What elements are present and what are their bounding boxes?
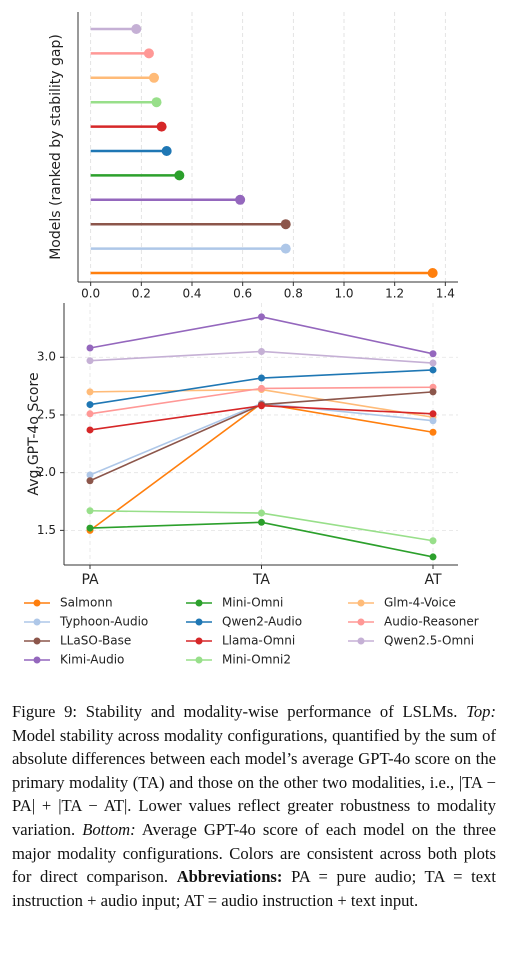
x-tick-label: 1.0 xyxy=(334,287,353,301)
point xyxy=(86,388,94,396)
legend-marker xyxy=(195,599,203,607)
lollipop-head xyxy=(143,48,154,59)
point xyxy=(429,553,437,561)
legend-marker xyxy=(357,599,365,607)
legend-marker xyxy=(357,618,365,626)
point xyxy=(429,417,437,425)
legend-label: Llama-Omni xyxy=(222,634,295,648)
x-tick-label: 0.8 xyxy=(284,287,303,301)
x-tick-label: 0.0 xyxy=(81,287,100,301)
point xyxy=(429,537,437,545)
lollipop-head xyxy=(280,219,291,230)
x-tick-label: TA xyxy=(252,572,270,588)
lollipop-head xyxy=(149,72,159,83)
point xyxy=(86,410,94,418)
legend-label: Salmonn xyxy=(60,596,113,610)
legend-marker xyxy=(195,637,203,645)
lollipop-head xyxy=(161,146,172,156)
lollipop-head xyxy=(156,121,167,132)
point xyxy=(86,357,94,365)
point xyxy=(86,477,94,485)
legend-label: Audio-Reasoner xyxy=(384,615,479,629)
y-axis-label: Avg.GPT-4o Score xyxy=(26,372,42,495)
y-tick-label: 1.5 xyxy=(37,523,56,537)
point xyxy=(258,313,265,321)
point xyxy=(86,471,94,479)
legend-marker xyxy=(33,637,41,645)
lollipop-head xyxy=(131,24,142,34)
legend-marker xyxy=(33,656,41,664)
point xyxy=(258,347,265,355)
legend-label: Glm-4-Voice xyxy=(384,596,456,610)
caption-text: Average GPT-4o score of each model on th… xyxy=(12,819,496,887)
caption: Figure 9: Stability and modality-wise pe… xyxy=(12,700,496,912)
caption-text: Stability and modality-wise performance … xyxy=(85,702,458,721)
point xyxy=(86,401,94,409)
lollipop-head xyxy=(235,194,246,205)
legend-marker xyxy=(33,599,41,607)
point xyxy=(258,374,265,382)
legend-marker xyxy=(357,637,365,645)
lollipop-head xyxy=(174,170,185,181)
point xyxy=(429,410,437,418)
caption-top-label: Top: xyxy=(466,702,496,721)
x-tick-label: 0.4 xyxy=(182,287,201,301)
legend-label: Mini-Omni2 xyxy=(222,653,291,667)
point xyxy=(86,344,94,352)
point xyxy=(86,524,94,532)
point xyxy=(258,518,265,526)
point xyxy=(86,426,94,434)
x-tick-label: 0.6 xyxy=(233,287,252,301)
point xyxy=(429,359,437,367)
caption-text: PA = pure audio; TA = text instruction +… xyxy=(12,867,496,910)
lollipop-head xyxy=(151,97,162,108)
y-tick-label: 2.5 xyxy=(37,407,56,421)
caption-text: Model stability across modality configur… xyxy=(12,725,496,839)
legend-marker xyxy=(195,618,203,626)
x-tick-label: PA xyxy=(81,572,99,588)
point xyxy=(258,509,265,517)
point xyxy=(258,384,265,392)
caption-abbr-label: Abbreviations: xyxy=(176,867,283,887)
x-tick-label: 1.2 xyxy=(385,287,404,301)
y-tick-label: 2.0 xyxy=(37,465,56,479)
point xyxy=(429,388,437,396)
lollipop-head xyxy=(280,243,291,254)
point xyxy=(429,428,437,436)
figure: 0.0 0.2 0.4 0.6 0.8 1.0 1.2 1.4 Models (ranked b… xyxy=(24,12,479,667)
legend-label: Kimi-Audio xyxy=(60,653,124,667)
legend-label: Mini-Omni xyxy=(222,596,283,610)
point xyxy=(429,366,437,374)
x-tick-label: 0.2 xyxy=(132,287,151,301)
x-tick-label: 1.4 xyxy=(436,287,455,301)
legend-marker xyxy=(195,656,203,664)
point xyxy=(86,507,94,515)
point xyxy=(429,350,437,358)
legend-label: Qwen2.5-Omni xyxy=(384,634,474,648)
lollipop-head xyxy=(427,268,438,278)
caption-label: Figure 9: xyxy=(12,702,78,721)
point xyxy=(258,402,265,410)
y-axis-label: Models (ranked by stability gap) xyxy=(48,34,64,260)
legend-label: Typhoon-Audio xyxy=(59,615,148,629)
legend-label: Qwen2-Audio xyxy=(222,615,302,629)
x-tick-label: AT xyxy=(424,572,441,588)
y-tick-label: 3.0 xyxy=(37,350,56,364)
legend-label: LLaSO-Base xyxy=(60,634,131,648)
legend-marker xyxy=(33,618,41,626)
caption-bottom-label: Bottom: xyxy=(82,819,136,839)
